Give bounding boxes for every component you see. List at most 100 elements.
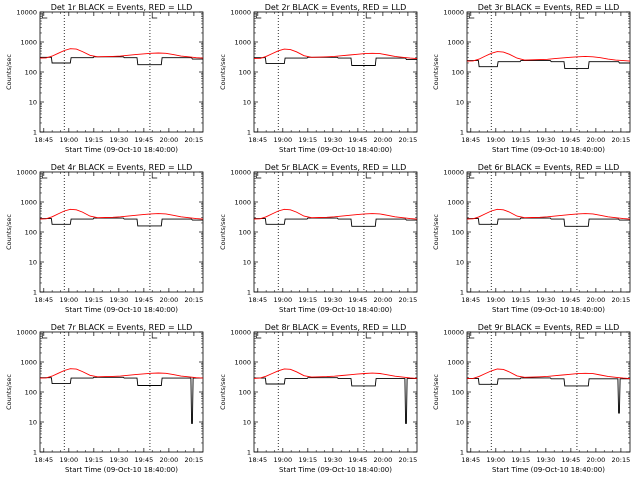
y-tick-label: 1000 <box>20 199 37 207</box>
y-tick-label: 10000 <box>230 9 251 17</box>
y-axis-label: Counts/sec <box>5 214 13 250</box>
y-axis-label: Counts/sec <box>432 54 440 90</box>
y-axis-label: Counts/sec <box>5 374 13 410</box>
lld-series-line <box>253 48 418 60</box>
y-tick-label: 1000 <box>20 359 37 367</box>
y-tick-label: 10000 <box>230 169 251 177</box>
det-1r-panel: Det 1r BLACK = Events, RED = LLD Counts/… <box>5 3 204 154</box>
x-tick-label: 18:45 <box>461 296 480 304</box>
x-tick-label: 19:15 <box>511 296 530 304</box>
x-tick-label: 19:30 <box>323 136 342 144</box>
x-tick-label: 19:30 <box>109 456 128 464</box>
y-tick-label: 100 <box>25 229 37 237</box>
x-tick-label: 19:00 <box>59 136 78 144</box>
x-tick-label: 20:15 <box>185 136 204 144</box>
events-series-line <box>40 217 203 227</box>
x-axis-label: Start Time (09-Oct-10 18:40:00) <box>279 146 392 154</box>
det-7r-panel: Det 7r BLACK = Events, RED = LLD Counts/… <box>5 323 204 474</box>
events-series-line <box>467 60 630 70</box>
x-tick-label: 20:15 <box>399 296 418 304</box>
x-tick-label: 19:00 <box>273 296 292 304</box>
y-tick-label: 10000 <box>16 329 37 337</box>
y-tick-label: 10 <box>456 419 464 427</box>
panel-title: Det 9r BLACK = Events, RED = LLD <box>478 323 620 332</box>
panel-title: Det 5r BLACK = Events, RED = LLD <box>265 163 407 172</box>
det-4r-panel: Det 4r BLACK = Events, RED = LLD Counts/… <box>5 163 204 314</box>
x-tick-label: 20:00 <box>160 296 179 304</box>
det-5r-panel: Det 5r BLACK = Events, RED = LLD Counts/… <box>219 163 418 314</box>
events-series-line <box>254 377 417 424</box>
y-tick-label: 10000 <box>16 9 37 17</box>
interval-bracket-marker <box>41 13 48 19</box>
x-tick-label: 19:45 <box>561 136 580 144</box>
x-tick-label: 20:00 <box>587 136 606 144</box>
x-tick-label: 19:15 <box>84 296 103 304</box>
interval-bracket-marker <box>365 13 372 19</box>
det-8r-panel: Det 8r BLACK = Events, RED = LLD Counts/… <box>219 323 418 474</box>
x-tick-label: 18:45 <box>248 136 267 144</box>
lld-series-line <box>39 48 204 59</box>
x-tick-label: 19:45 <box>134 296 153 304</box>
interval-bracket-marker <box>578 333 585 339</box>
x-tick-label: 20:00 <box>374 456 393 464</box>
y-tick-label: 1000 <box>234 39 251 47</box>
y-axis-label: Counts/sec <box>219 214 227 250</box>
interval-bracket-marker <box>468 173 475 179</box>
y-axis-label: Counts/sec <box>219 54 227 90</box>
panel-title: Det 1r BLACK = Events, RED = LLD <box>51 3 193 12</box>
x-tick-label: 18:45 <box>248 296 267 304</box>
panel-title: Det 8r BLACK = Events, RED = LLD <box>265 323 407 332</box>
det-9r-panel: Det 9r BLACK = Events, RED = LLD Counts/… <box>432 323 631 474</box>
x-tick-label: 20:00 <box>374 296 393 304</box>
x-tick-label: 20:15 <box>185 296 204 304</box>
y-tick-label: 100 <box>25 69 37 77</box>
interval-bracket-marker <box>365 173 372 179</box>
x-tick-label: 18:45 <box>248 456 267 464</box>
y-tick-label: 10 <box>456 259 464 267</box>
x-tick-label: 19:30 <box>109 296 128 304</box>
x-tick-label: 20:15 <box>399 136 418 144</box>
y-tick-label: 10000 <box>443 9 464 17</box>
y-tick-label: 10000 <box>230 329 251 337</box>
x-tick-label: 20:15 <box>612 136 631 144</box>
y-tick-label: 10 <box>29 259 37 267</box>
panel-title: Det 3r BLACK = Events, RED = LLD <box>478 3 620 12</box>
events-series-line <box>467 217 630 227</box>
x-tick-label: 18:45 <box>34 456 53 464</box>
interval-bracket-marker <box>255 13 262 19</box>
x-tick-label: 19:00 <box>273 456 292 464</box>
lld-series-line <box>466 51 631 62</box>
x-axis-label: Start Time (09-Oct-10 18:40:00) <box>65 466 178 474</box>
x-tick-label: 20:15 <box>612 456 631 464</box>
x-axis-label: Start Time (09-Oct-10 18:40:00) <box>65 146 178 154</box>
y-tick-label: 10000 <box>443 329 464 337</box>
x-tick-label: 20:15 <box>399 456 418 464</box>
y-tick-label: 1 <box>247 129 251 137</box>
y-tick-label: 1 <box>460 449 464 457</box>
y-tick-label: 10000 <box>16 169 37 177</box>
x-tick-label: 19:15 <box>511 136 530 144</box>
x-tick-label: 19:15 <box>298 456 317 464</box>
events-series-line <box>254 56 417 66</box>
interval-bracket-marker <box>41 173 48 179</box>
interval-bracket-marker <box>468 333 475 339</box>
y-tick-label: 1000 <box>20 39 37 47</box>
x-tick-label: 20:15 <box>185 456 204 464</box>
det-2r-panel: Det 2r BLACK = Events, RED = LLD Counts/… <box>219 3 418 154</box>
det-6r-panel: Det 6r BLACK = Events, RED = LLD Counts/… <box>432 163 631 314</box>
y-axis-label: Counts/sec <box>219 374 227 410</box>
interval-bracket-marker <box>151 333 158 339</box>
x-tick-label: 20:00 <box>160 456 179 464</box>
x-tick-label: 19:00 <box>59 456 78 464</box>
x-tick-label: 18:45 <box>34 136 53 144</box>
panel-title: Det 7r BLACK = Events, RED = LLD <box>51 323 193 332</box>
lld-series-line <box>39 368 204 379</box>
panel-title: Det 6r BLACK = Events, RED = LLD <box>478 163 620 172</box>
x-tick-label: 19:00 <box>486 296 505 304</box>
y-tick-label: 100 <box>25 389 37 397</box>
x-tick-label: 19:45 <box>134 136 153 144</box>
x-tick-label: 19:45 <box>348 296 367 304</box>
y-tick-label: 1 <box>460 289 464 297</box>
y-tick-label: 1000 <box>447 39 464 47</box>
x-tick-label: 19:00 <box>273 136 292 144</box>
